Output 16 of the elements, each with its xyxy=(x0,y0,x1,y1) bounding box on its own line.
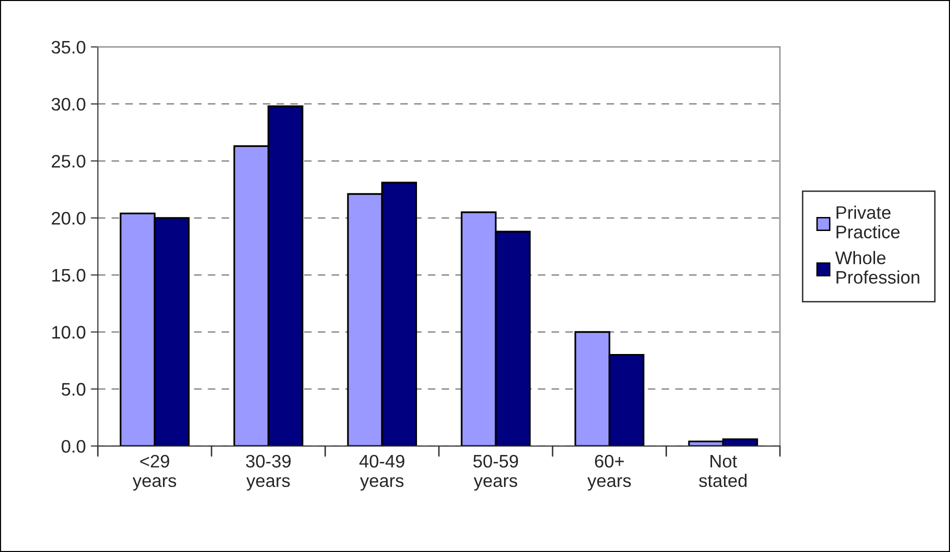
y-tick-label: 25.0 xyxy=(52,154,86,168)
x-tick-label: <29 years xyxy=(132,454,176,491)
y-tick-label: 0.0 xyxy=(62,440,86,453)
x-tick-label: 40-49 years xyxy=(359,454,404,491)
legend-label: Private Practice xyxy=(836,206,900,238)
y-tick-label: 15.0 xyxy=(52,268,86,282)
y-tick-label: 5.0 xyxy=(62,382,86,396)
x-tick-label: 60+ years xyxy=(587,454,631,491)
y-tick-label: 30.0 xyxy=(52,98,86,111)
y-tick-label: 10.0 xyxy=(52,326,86,339)
y-tick-label: 35.0 xyxy=(52,40,86,54)
legend-label: Whole Profession xyxy=(835,250,920,284)
x-tick-label: 30-39 years xyxy=(246,454,291,491)
y-tick-label: 20.0 xyxy=(52,212,86,225)
x-tick-label: 50-59 years xyxy=(473,454,518,491)
x-tick-label: Not stated xyxy=(699,455,747,488)
